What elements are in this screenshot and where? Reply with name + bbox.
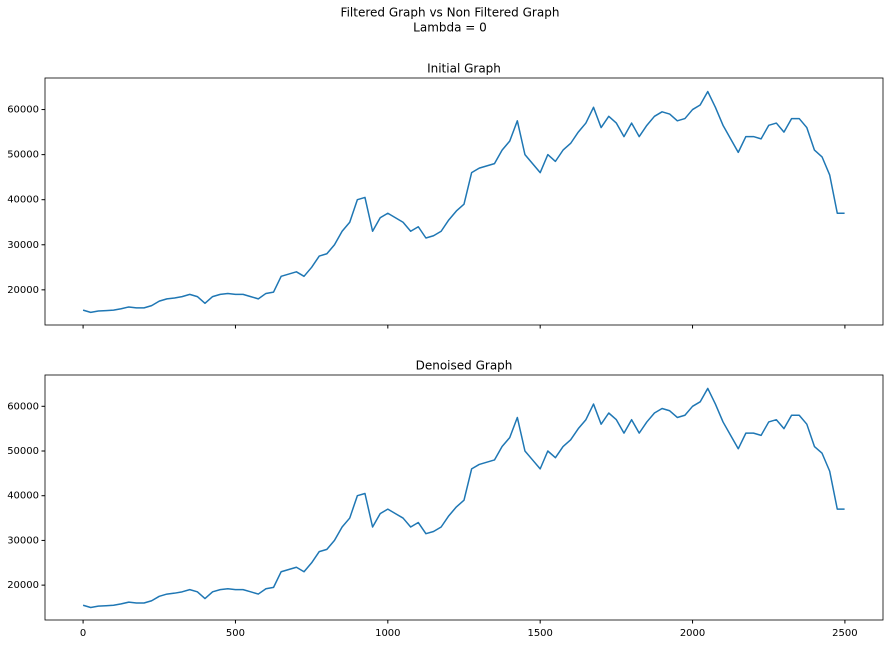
data-line xyxy=(82,387,845,609)
axes-frame xyxy=(44,77,884,326)
axes-frame xyxy=(44,374,884,621)
x-tick-label: 2500 xyxy=(832,628,857,639)
y-tick-label: 50000 xyxy=(7,150,39,161)
y-tick-label: 20000 xyxy=(7,580,39,591)
data-line xyxy=(82,90,845,314)
x-tick-label: 1500 xyxy=(527,628,552,639)
y-tick-label: 40000 xyxy=(7,491,39,502)
y-tick-label: 60000 xyxy=(7,401,39,412)
chart-title: Denoised Graph xyxy=(416,359,513,373)
y-tick-label: 50000 xyxy=(7,446,39,457)
chart-title: Initial Graph xyxy=(427,62,501,76)
y-tick-label: 20000 xyxy=(7,285,39,296)
y-tick-label: 30000 xyxy=(7,240,39,251)
x-tick-label: 1000 xyxy=(375,628,400,639)
y-tick-label: 30000 xyxy=(7,535,39,546)
figure-subtitle: Lambda = 0 xyxy=(413,21,487,35)
y-tick-label: 40000 xyxy=(7,195,39,206)
x-tick-label: 500 xyxy=(226,628,245,639)
x-tick-label: 2000 xyxy=(680,628,705,639)
x-tick-label: 0 xyxy=(80,628,86,639)
y-tick-label: 60000 xyxy=(7,105,39,116)
figure-title: Filtered Graph vs Non Filtered Graph xyxy=(341,6,560,20)
